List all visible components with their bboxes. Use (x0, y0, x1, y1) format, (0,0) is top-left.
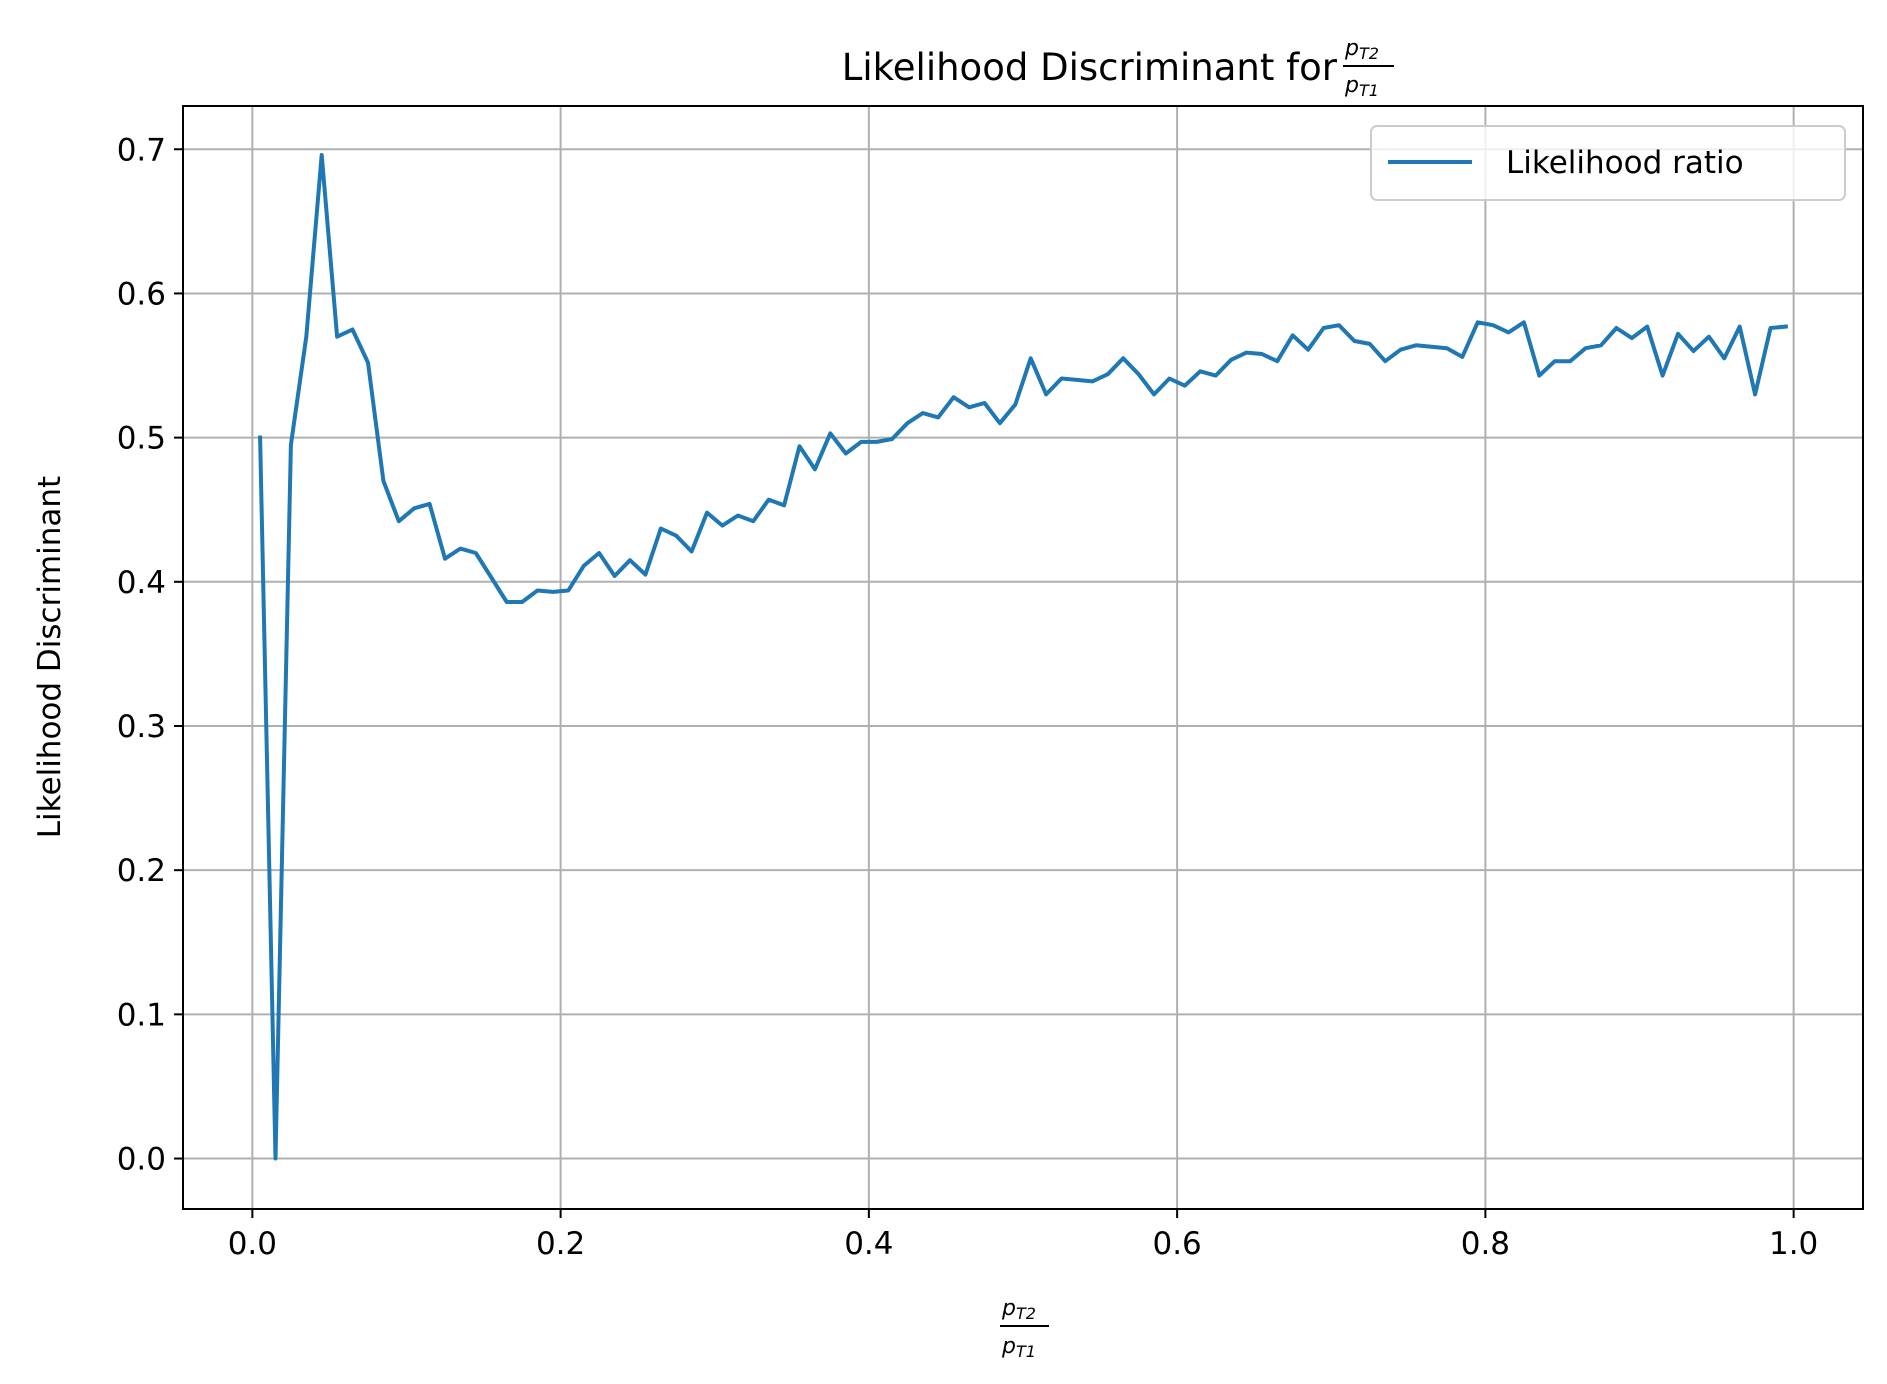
x-tick-label: 0.6 (1152, 1226, 1201, 1262)
x-tick-label: 0.8 (1461, 1226, 1510, 1262)
y-tick-label: 0.1 (117, 997, 166, 1033)
title-text: Likelihood Discriminant for (842, 46, 1338, 89)
title-frac-den: pT1 (1344, 73, 1379, 100)
x-tick-label: 0.2 (536, 1226, 585, 1262)
y-tick-label: 0.4 (117, 565, 166, 601)
x-tick-label: 0.4 (844, 1226, 893, 1262)
x-label-frac-num: pT2 (1001, 1296, 1036, 1323)
plot-frame (182, 105, 1864, 1210)
legend: Likelihood ratio (1370, 125, 1846, 201)
chart-title: Likelihood Discriminant for pT2 pT1 (842, 36, 1394, 100)
y-tick-label: 0.2 (117, 853, 166, 889)
series-line-likelihood-ratio (258, 153, 1789, 1161)
x-axis-ticks: 0.0 0.2 0.4 0.6 0.8 1.0 (228, 1209, 1818, 1262)
y-tick-label: 0.7 (117, 132, 166, 168)
legend-label: Likelihood ratio (1506, 145, 1744, 181)
y-tick-label: 0.0 (117, 1142, 166, 1178)
y-axis-label: Likelihood Discriminant (32, 476, 68, 838)
y-tick-label: 0.3 (117, 709, 166, 745)
y-tick-label: 0.6 (117, 276, 166, 312)
x-tick-label: 0.0 (228, 1226, 277, 1262)
y-tick-label: 0.5 (117, 421, 166, 457)
x-tick-label: 1.0 (1769, 1226, 1818, 1262)
title-fraction: pT2 pT1 (1343, 36, 1394, 100)
x-label-frac-den: pT1 (1001, 1334, 1036, 1361)
series-layer (258, 153, 1789, 1161)
legend-box (1370, 125, 1846, 201)
x-axis-label: pT2 pT1 (1000, 1296, 1049, 1361)
title-frac-num: pT2 (1344, 36, 1379, 63)
y-axis-ticks: 0.0 0.1 0.2 0.3 0.4 0.5 0.6 0.7 (117, 132, 183, 1178)
